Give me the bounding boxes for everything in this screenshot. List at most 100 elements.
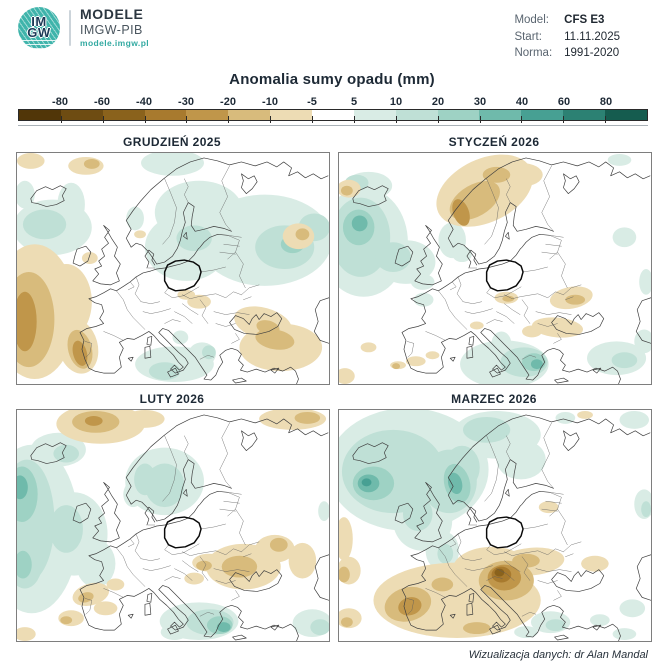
anomaly-map-february <box>16 408 330 642</box>
start-value: 11.11.2025 <box>564 30 620 43</box>
anomaly-region <box>17 474 28 499</box>
norm-label: Norma: <box>514 47 553 60</box>
anomaly-region <box>148 361 181 380</box>
colorbar-segment <box>521 109 564 120</box>
anomaly-region <box>502 295 515 302</box>
anomaly-region <box>499 162 543 187</box>
logo-text-gw: GW <box>27 25 51 40</box>
brand-url-link[interactable]: modele.imgw.pl <box>80 38 150 49</box>
anomaly-region <box>93 600 118 615</box>
panel-title: MARZEC 2026 <box>451 391 537 406</box>
anomaly-region <box>641 500 651 517</box>
colorbar-tick-labels: -80 -60 -40 -30 -20 -10 -5 5 10 20 30 40 60 80 <box>18 93 648 108</box>
colorbar-tick-label: 80 <box>599 95 613 108</box>
colorbar-tick-mark <box>228 115 230 123</box>
start-label: Start: <box>514 30 542 43</box>
anomaly-region <box>17 291 37 351</box>
anomaly-region <box>392 362 401 369</box>
anomaly-region <box>452 198 470 226</box>
colorbar-tick-label: 20 <box>431 95 445 108</box>
colorbar-segment <box>228 109 271 120</box>
anomaly-region <box>17 152 45 169</box>
colorbar-segment <box>479 109 522 120</box>
anomaly-region <box>81 251 98 264</box>
anomaly-region <box>522 325 542 337</box>
anomaly-region <box>619 598 646 617</box>
anomaly-region <box>538 500 559 513</box>
colorbar-tick-mark <box>605 115 607 123</box>
anomaly-region <box>545 618 566 631</box>
anomaly-region <box>339 367 355 384</box>
anomaly-region <box>463 621 491 634</box>
norm-value: 1991-2020 <box>564 47 620 60</box>
anomaly-region <box>187 294 211 309</box>
anomaly-region <box>514 625 538 638</box>
model-meta: Model: CFS E3 Start: 11.11.2025 Norma: 1… <box>514 13 620 62</box>
anomaly-region <box>256 319 280 335</box>
anomaly-region <box>581 555 609 572</box>
anomaly-region <box>512 553 540 568</box>
colorbar-tick-mark <box>521 115 523 123</box>
anomaly-region <box>84 415 103 426</box>
anomaly-region <box>565 294 586 305</box>
anomaly-region <box>17 180 35 209</box>
colorbar-tick-mark <box>312 115 314 123</box>
anomaly-region <box>255 328 295 350</box>
colorbar-segment <box>60 109 103 120</box>
panel-title: GRUDZIEŃ 2025 <box>123 134 221 149</box>
panel-title: STYCZEŃ 2026 <box>448 134 540 149</box>
model-value: CFS E3 <box>564 14 605 26</box>
anomaly-region <box>340 616 353 627</box>
logo-divider <box>69 10 71 46</box>
brand-subtitle: IMGW-PIB <box>80 23 143 38</box>
anomaly-region <box>339 516 353 561</box>
colorbar-tick-mark <box>353 115 355 123</box>
anomaly-region <box>176 224 212 251</box>
colorbar-tick-label: -40 <box>136 95 152 108</box>
colorbar-tick-label: 5 <box>350 95 358 108</box>
colorbar-tick-label: 10 <box>389 95 403 108</box>
colorbar-tick-mark <box>395 115 397 123</box>
anomaly-region <box>496 439 546 479</box>
logo-text-im: IM <box>31 14 47 30</box>
colorbar-segment <box>144 109 187 120</box>
anomaly-map-march <box>338 408 652 642</box>
anomaly-region <box>351 215 368 231</box>
colorbar-segment <box>102 109 145 120</box>
colorbar-segment <box>395 109 438 120</box>
anomaly-region <box>269 537 288 552</box>
header: IM GW MODELE IMGW-PIB modele.imgw.pl Mod… <box>0 0 664 62</box>
anomaly-region <box>60 615 73 624</box>
map-grid: GRUDZIEŃ 2025 STYCZEŃ 2026 LUTY 2026 MAR… <box>0 128 664 642</box>
anomaly-region <box>202 344 216 359</box>
anomaly-region <box>437 543 454 564</box>
anomaly-region <box>221 555 258 578</box>
anomaly-region <box>53 444 80 463</box>
anomaly-region <box>494 568 505 577</box>
anomaly-region <box>577 410 593 419</box>
anomaly-region <box>589 613 610 626</box>
anomaly-region <box>83 158 100 169</box>
colorbar-segment <box>270 109 313 120</box>
anomaly-region <box>398 596 422 615</box>
anomaly-region <box>375 241 411 272</box>
colorbar-tick-label: 60 <box>557 95 571 108</box>
anomaly-region <box>216 621 231 632</box>
panel-february: LUTY 2026 <box>16 385 330 642</box>
anomaly-region <box>125 409 165 428</box>
anomaly-region <box>72 340 88 366</box>
anomaly-region <box>184 572 205 585</box>
anomaly-region <box>177 289 196 300</box>
colorbar-tick-label: -20 <box>220 95 236 108</box>
anomaly-region <box>134 229 146 238</box>
anomaly-region <box>294 411 321 424</box>
anomaly-region <box>57 182 85 226</box>
anomaly-region <box>76 539 116 588</box>
colorbar-tick-label: -60 <box>94 95 110 108</box>
panel-january: STYCZEŃ 2026 <box>338 128 652 385</box>
colorbar-tick-label: 30 <box>473 95 487 108</box>
anomaly-region <box>431 577 454 591</box>
anomaly-region <box>360 341 377 352</box>
colorbar-tick-label: -30 <box>178 95 194 108</box>
